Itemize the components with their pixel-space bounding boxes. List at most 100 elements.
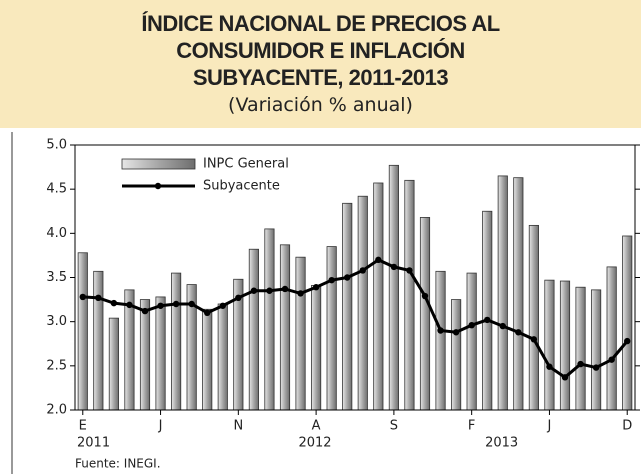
marker [157, 302, 164, 309]
marker [468, 322, 475, 329]
bar [155, 296, 166, 411]
marker [266, 287, 273, 294]
bar [279, 244, 291, 411]
x-tick-label: J [158, 419, 163, 434]
bar [622, 235, 633, 411]
bar [217, 303, 228, 411]
marker [204, 309, 211, 317]
x-tick-label: D [622, 419, 632, 434]
chart: Fuente: INEGI. 2.0 2.5 3.0 3.5 4.0 4.5 5.0 E J N A… [11, 132, 640, 474]
marker [421, 292, 429, 300]
marker [608, 356, 615, 363]
title-line: SUBYACENTE, 2011-2013 [192, 65, 449, 90]
bar [466, 272, 477, 411]
bar [482, 210, 493, 411]
marker [281, 285, 289, 293]
bar [435, 270, 446, 411]
x-tick-label: A [312, 419, 321, 434]
x-tick-label: J [547, 419, 552, 434]
bar [295, 256, 306, 411]
marker [484, 316, 491, 324]
bar [606, 266, 617, 411]
bar [575, 286, 586, 411]
legend-marker [154, 182, 162, 190]
bar [264, 228, 275, 411]
y-tick-label: 4.5 [46, 182, 67, 197]
marker [328, 276, 335, 284]
marker [452, 329, 460, 336]
bar [419, 217, 431, 411]
bar [404, 179, 415, 411]
bar [342, 202, 353, 411]
marker [390, 263, 398, 271]
marker [577, 360, 584, 368]
bar [311, 285, 322, 411]
legend-swatch [121, 158, 196, 170]
legend-label: Subyacente [203, 179, 280, 194]
y-tick-label: 5.0 [46, 138, 67, 153]
plot-frame [74, 144, 636, 411]
marker [375, 256, 382, 264]
bar [139, 299, 151, 411]
bar [528, 224, 539, 411]
bar [591, 289, 602, 411]
bar [388, 164, 399, 411]
marker [406, 267, 413, 274]
header: ÍNDICE NACIONAL DE PRECIOS AL CONSUMIDOR… [0, 0, 641, 128]
bar [77, 252, 88, 411]
marker [499, 322, 506, 330]
y-tick-label: 2.5 [46, 358, 67, 373]
bar [93, 270, 104, 411]
bar [248, 248, 259, 411]
bar [373, 182, 384, 411]
marker [235, 294, 242, 302]
bar [544, 279, 555, 411]
x-tick-label: E [79, 419, 87, 434]
marker [172, 300, 180, 308]
subtitle: (Variación % anual) [228, 94, 413, 116]
y-tick-label: 2.0 [46, 403, 67, 418]
x-group-label: 2013 [485, 436, 518, 451]
marker [219, 302, 226, 309]
x-tick-label: S [390, 419, 398, 434]
marker [624, 337, 631, 345]
x-tick-label: F [468, 419, 475, 434]
marker [110, 299, 118, 307]
marker [312, 284, 320, 291]
marker [126, 301, 133, 309]
marker [592, 364, 600, 371]
source: Fuente: INEGI. [75, 457, 161, 471]
marker [437, 327, 444, 334]
y-tick-label: 4.0 [46, 226, 67, 241]
title-line: ÍNDICE NACIONAL DE PRECIOS AL [141, 11, 500, 36]
marker [546, 363, 553, 370]
bar [559, 280, 571, 411]
marker [141, 307, 149, 315]
marker [250, 287, 258, 294]
bar [357, 195, 368, 411]
x-group-label: 2011 [77, 436, 110, 451]
marker [79, 293, 86, 301]
marker [188, 300, 195, 308]
bar [513, 177, 524, 411]
marker [515, 329, 522, 336]
marker [359, 267, 366, 274]
y-tick-label: 3.5 [46, 270, 67, 285]
title-line: CONSUMIDOR E INFLACIÓN [176, 38, 465, 63]
marker [95, 294, 102, 302]
bar [497, 175, 508, 411]
marker [561, 374, 569, 381]
marker [344, 274, 351, 281]
bar [326, 246, 337, 411]
bar [171, 272, 182, 411]
legend-label: INPC General [203, 157, 289, 172]
bar [451, 299, 462, 411]
marker [297, 290, 304, 297]
bar [202, 308, 213, 411]
bar [108, 317, 119, 411]
marker [530, 336, 538, 343]
x-tick-label: N [233, 419, 243, 434]
x-group-label: 2012 [298, 436, 331, 451]
y-tick-label: 3.0 [46, 314, 67, 329]
